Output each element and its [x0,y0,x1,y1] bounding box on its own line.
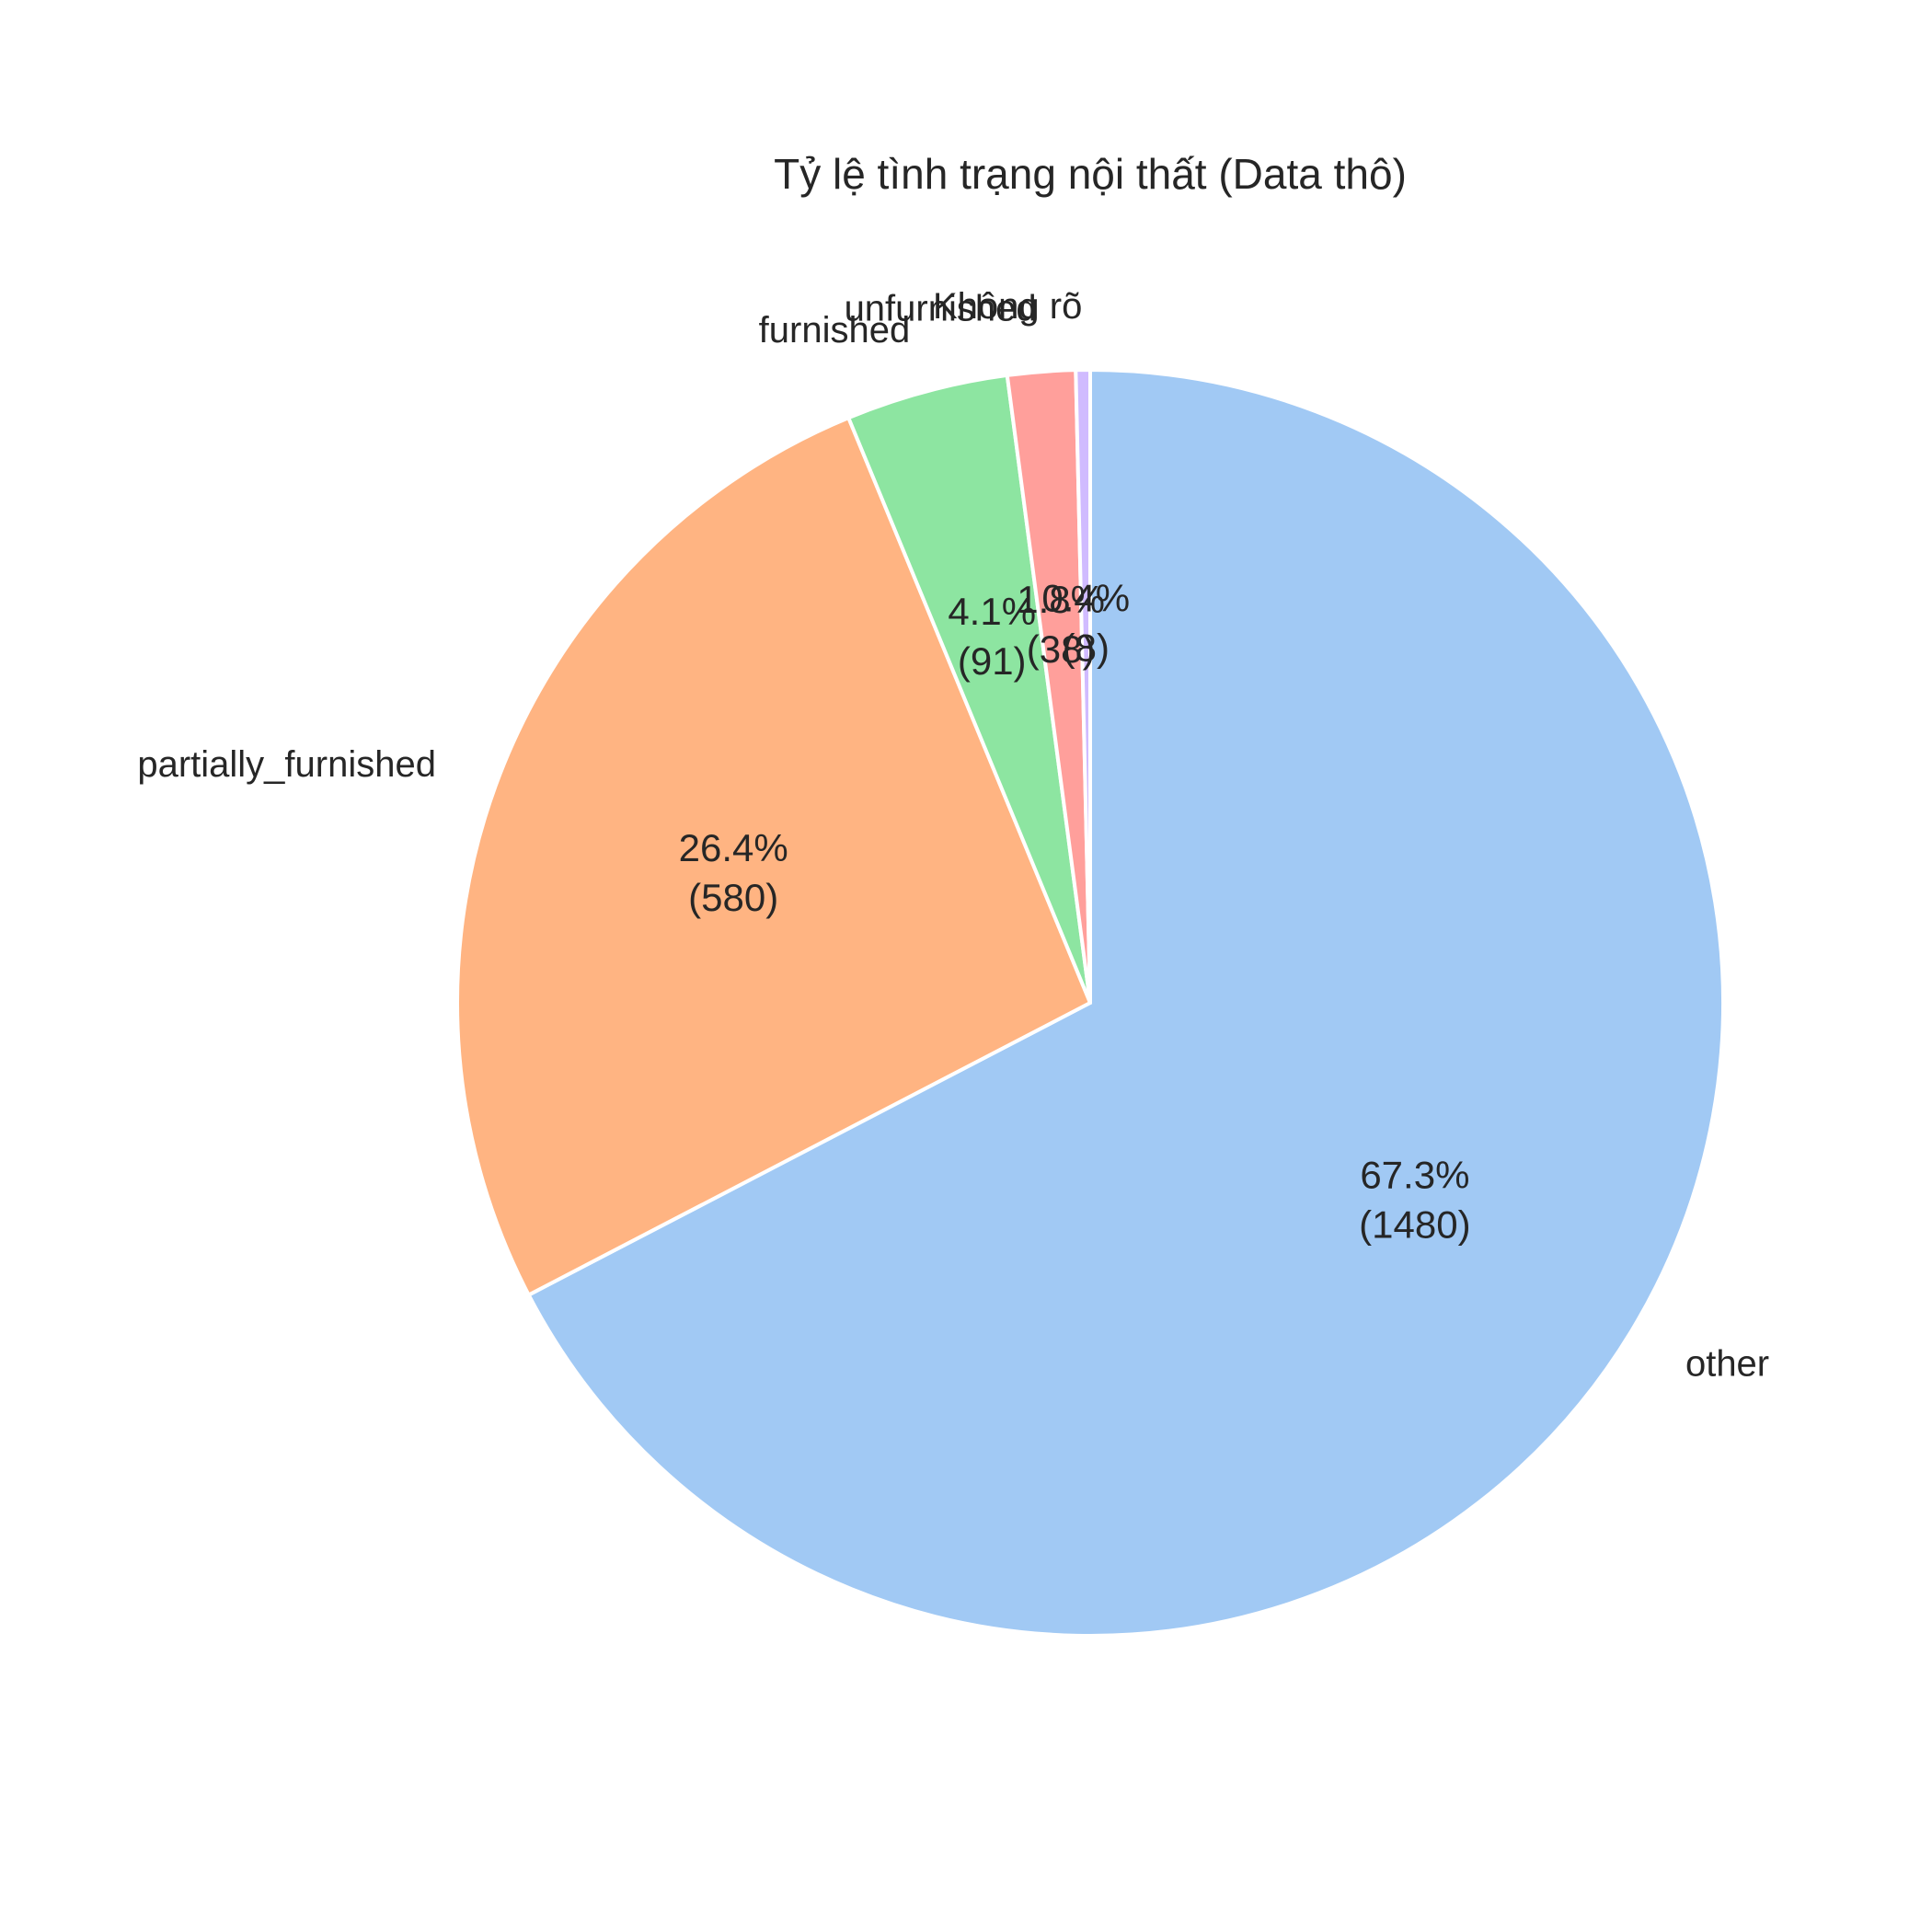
pie-slice-furnished [846,373,1092,1005]
slice-label: furnished [759,310,911,351]
pie-slice-không-rõ [1074,368,1092,1005]
slice-count-label: (8) [1063,627,1110,670]
pie-slices [455,368,1725,1638]
slice-count-label: (1480) [1359,1203,1470,1247]
slice-label: Không rõ [933,286,1082,327]
slice-percent-label: 1.8% [1017,578,1105,621]
slice-label: unfurnished [845,288,1037,328]
slice-percent-label: 0.4% [1041,577,1130,620]
slice-percent-label: 26.4% [679,826,788,869]
slice-label: partially_furnished [137,744,436,785]
slice-label: other [1685,1344,1769,1385]
slice-count-label: (91) [958,639,1027,683]
pie-percent-labels: 67.3% (1480) 26.4% (580) 4.1% (91) 1.8% (38) 0.4… [679,577,1471,1247]
pie-slice-labels: other partially_furnished furnishedunfurni… [137,286,1769,1384]
slice-percent-label: 4.1% [948,590,1036,633]
pie-slice-partially_furnished [455,416,1092,1297]
slice-percent-label: 67.3% [1360,1154,1469,1197]
pie-slice-other [526,368,1725,1638]
slice-count-label: (38) [1027,627,1096,671]
slice-count-label: (580) [688,876,778,919]
chart-title: Tỷ lệ tình trạng nội thất (Data thô) [774,150,1407,198]
